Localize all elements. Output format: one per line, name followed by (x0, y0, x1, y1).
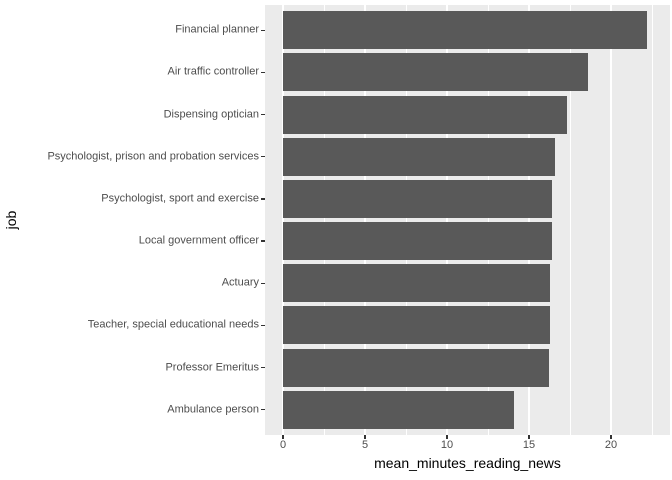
bar (283, 348, 549, 387)
x-tick-label: 15 (522, 439, 536, 451)
bar (283, 306, 551, 345)
category-label: Teacher, special educational needs (87, 318, 259, 331)
category-label: Actuary (221, 276, 259, 289)
plot-panel (265, 5, 670, 435)
bar (283, 179, 552, 218)
x-axis-tick (282, 435, 284, 439)
y-axis-tick (261, 71, 265, 74)
grid-line-minor (487, 5, 489, 435)
x-axis-tick (446, 435, 448, 439)
y-axis-title: job (3, 210, 19, 230)
grid-line-major (610, 5, 612, 435)
y-axis-tick (261, 324, 265, 326)
x-axis-tick (528, 435, 530, 439)
x-axis-tick (364, 435, 366, 439)
bar (283, 222, 552, 261)
bar (283, 137, 556, 176)
y-axis-tick (261, 366, 265, 369)
grid-line-major (364, 5, 366, 435)
x-tick-label: 10 (440, 439, 454, 451)
category-label: Professor Emeritus (165, 361, 259, 374)
x-axis-tick (610, 435, 612, 439)
category-label: Local government officer (138, 234, 259, 247)
x-tick-label: 0 (279, 439, 287, 451)
grid-line-minor (405, 5, 407, 435)
y-axis-tick (261, 114, 265, 116)
bar (283, 53, 588, 92)
x-tick-label: 5 (361, 439, 369, 451)
y-axis-tick (261, 29, 265, 31)
x-axis-title: mean_minutes_reading_news (374, 455, 561, 471)
bar (283, 95, 567, 134)
bar (283, 11, 648, 50)
category-label: Ambulance person (167, 403, 259, 416)
category-label: Financial planner (175, 23, 259, 36)
grid-line-major (528, 5, 530, 435)
category-label: Air traffic controller (167, 65, 260, 78)
x-tick-label: 20 (604, 439, 618, 451)
grid-line-minor (651, 5, 653, 435)
grid-line-major (282, 5, 284, 435)
bar (283, 264, 551, 303)
y-axis-tick (261, 409, 265, 411)
grid-line-minor (569, 5, 571, 435)
category-label: Dispensing optician (163, 108, 259, 121)
grid-line-minor (323, 5, 325, 435)
category-label: Psychologist, prison and probation servi… (47, 150, 259, 163)
y-axis-tick (261, 240, 265, 242)
grid-line-major (446, 5, 448, 435)
category-label: Psychologist, sport and exercise (101, 192, 259, 205)
y-axis-tick (261, 282, 265, 284)
y-axis-tick (261, 198, 265, 200)
bar (283, 390, 515, 429)
y-axis-tick (261, 156, 265, 158)
